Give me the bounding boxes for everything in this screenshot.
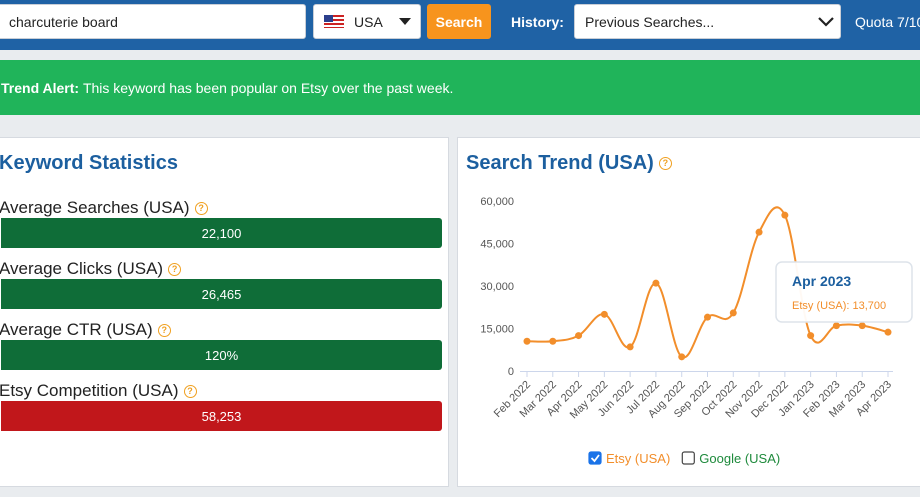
stat-label-text: Average Searches (USA) xyxy=(0,198,190,217)
stat-label: Average Searches (USA)? xyxy=(0,198,208,218)
history-select[interactable]: Previous Searches... xyxy=(574,4,841,39)
data-point xyxy=(832,322,840,330)
flag-icon xyxy=(324,15,344,28)
data-point xyxy=(600,310,608,318)
data-point xyxy=(884,328,892,336)
legend-label: Etsy (USA) xyxy=(606,451,670,466)
stat-label: Average Clicks (USA)? xyxy=(0,259,182,279)
data-point xyxy=(755,228,763,236)
tooltip-box xyxy=(775,261,913,323)
help-icon[interactable]: ? xyxy=(194,202,208,216)
top-bar: charcuterie board USA Search History: Pr… xyxy=(0,0,920,50)
y-tick-label: 60,000 xyxy=(480,196,514,208)
check-mark xyxy=(590,454,600,463)
panel-title-wrap: Search Trend (USA)? xyxy=(466,152,672,175)
history-placeholder: Previous Searches... xyxy=(585,13,715,30)
history-label: History: xyxy=(511,14,564,30)
legend-item[interactable]: Google (USA) xyxy=(681,451,780,466)
help-icon[interactable]: ? xyxy=(658,157,672,171)
alert-text: This keyword has been popular on Etsy ov… xyxy=(82,79,454,96)
search-button[interactable]: Search xyxy=(427,4,491,39)
country-select[interactable]: USA xyxy=(313,4,421,39)
stat-label: Average CTR (USA)? xyxy=(0,320,171,340)
alert-title: Trend Alert: xyxy=(1,79,80,96)
stat-label: Etsy Competition (USA)? xyxy=(0,381,197,401)
data-point xyxy=(807,332,815,340)
stat-value: 58,253 xyxy=(201,408,242,424)
stat-bar: 58,253 xyxy=(1,401,442,431)
stat-label-text: Average CTR (USA) xyxy=(0,320,153,339)
panel-title: Keyword Statistics xyxy=(0,152,178,174)
panel-title: Search Trend (USA) xyxy=(466,152,654,174)
data-point xyxy=(652,279,660,287)
data-point xyxy=(729,309,737,317)
trend-alert: Trend Alert: This keyword has been popul… xyxy=(0,60,920,115)
data-point xyxy=(858,322,866,330)
data-point xyxy=(549,337,557,345)
button-label: Search xyxy=(435,13,483,30)
y-tick-label: 15,000 xyxy=(480,324,514,336)
quota: Quota 7/10 xyxy=(855,14,920,30)
data-point xyxy=(678,353,686,361)
stat-value: 26,465 xyxy=(201,286,242,302)
tooltip-text: Etsy (USA): 13,700 xyxy=(792,300,886,312)
data-point xyxy=(704,313,711,321)
checkbox xyxy=(681,451,695,465)
caret xyxy=(399,18,411,25)
data-point xyxy=(781,211,789,219)
help-icon[interactable]: ? xyxy=(168,263,182,277)
stat-value: 22,100 xyxy=(201,225,242,241)
y-tick-label: 30,000 xyxy=(480,281,514,293)
stat-bar: 22,100 xyxy=(1,218,442,248)
data-point xyxy=(523,337,531,345)
legend-label: Google (USA) xyxy=(699,451,780,466)
stat-label-text: Etsy Competition (USA) xyxy=(0,381,179,400)
query: charcuterie board xyxy=(9,13,118,30)
data-point xyxy=(575,332,583,340)
checkbox xyxy=(588,451,602,465)
legend-item[interactable]: Etsy (USA) xyxy=(588,451,670,466)
y-tick-label: 45,000 xyxy=(480,239,514,251)
tooltip-title: Apr 2023 xyxy=(792,273,851,289)
help-icon[interactable]: ? xyxy=(183,385,197,399)
tooltip: Apr 2023 Etsy (USA): 13,700 xyxy=(775,261,913,323)
chevron xyxy=(818,17,834,27)
stat-label-text: Average Clicks (USA) xyxy=(0,259,164,278)
data-point xyxy=(626,343,634,351)
help-icon[interactable]: ? xyxy=(157,324,171,338)
keyword-statistics-panel: Keyword Statistics Average Searches (USA… xyxy=(0,137,449,487)
stat-bar: 26,465 xyxy=(1,279,442,309)
stat-value: 120% xyxy=(204,347,239,363)
search-input[interactable]: charcuterie board xyxy=(0,4,306,39)
y-tick-label: 0 xyxy=(508,366,514,378)
country: USA xyxy=(354,13,383,30)
stat-bar: 120% xyxy=(1,340,442,370)
